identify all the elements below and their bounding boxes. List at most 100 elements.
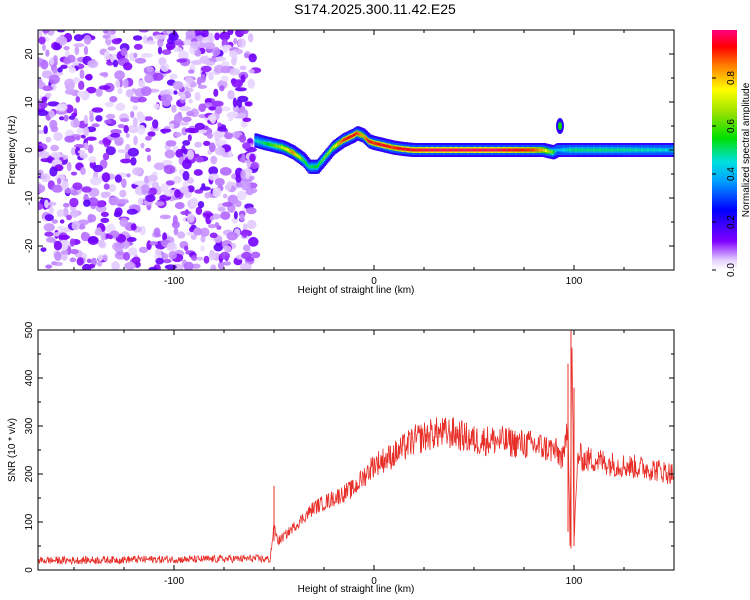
noise-blob [208, 173, 220, 181]
noise-blob [240, 263, 252, 270]
noise-blob [200, 73, 206, 83]
y-tick-label: 100 [24, 513, 35, 530]
noise-blob [74, 46, 79, 56]
noise-blob [89, 113, 94, 123]
noise-blob [87, 60, 99, 68]
noise-blob [248, 53, 257, 63]
noise-blob [48, 74, 60, 85]
noise-blob [177, 231, 186, 239]
noise-blob [110, 132, 121, 138]
noise-blob [194, 30, 202, 35]
noise-blob [86, 86, 97, 94]
noise-blob [179, 105, 192, 112]
snr-series [38, 330, 674, 565]
noise-blob [171, 104, 177, 113]
noise-blob [174, 132, 182, 138]
noise-blob [240, 120, 248, 128]
noise-blob [72, 182, 83, 190]
noise-blob [125, 89, 134, 98]
colorbar-gradient [712, 30, 737, 270]
noise-blob [38, 184, 46, 194]
noise-blob [117, 251, 123, 256]
noise-blob [103, 50, 111, 61]
noise-blob [220, 65, 231, 74]
noise-blob [57, 177, 62, 185]
colorbar-label: Normalized spectral amplitude [741, 82, 750, 217]
noise-blob [179, 186, 188, 194]
noise-blob [132, 35, 143, 41]
noise-blob [48, 206, 54, 216]
noise-blob [186, 149, 195, 160]
noise-blob [200, 245, 205, 252]
noise-blob [231, 57, 237, 66]
noise-blob [227, 90, 235, 100]
noise-blob [132, 117, 138, 127]
noise-blob [102, 152, 110, 161]
noise-blob [214, 146, 226, 156]
noise-blob [87, 214, 97, 223]
noise-blob [78, 224, 86, 230]
noise-blob [40, 173, 51, 183]
noise-blob [213, 243, 224, 252]
noise-blob [77, 219, 90, 226]
noise-blob [194, 141, 203, 148]
noise-blob [195, 206, 203, 215]
noise-blob [221, 61, 230, 68]
noise-blob [168, 251, 177, 260]
noise-blob [198, 103, 206, 112]
noise-blob [236, 112, 246, 119]
noise-blob [117, 124, 126, 129]
noise-blob [49, 110, 55, 119]
noise-blob [155, 185, 162, 196]
noise-blob [217, 122, 222, 127]
noise-blob [83, 45, 89, 56]
noise-blob [61, 180, 69, 190]
noise-blob [63, 57, 71, 65]
noise-blob [172, 81, 184, 90]
noise-blob [120, 158, 132, 164]
noise-blob [187, 134, 192, 142]
noise-blob [246, 160, 251, 169]
noise-blob [58, 234, 70, 240]
noise-blob [220, 106, 231, 112]
noise-blob [58, 116, 65, 121]
noise-blob [137, 96, 147, 103]
noise-blob [153, 103, 160, 110]
noise-blob [146, 154, 152, 162]
x-tick-label: 0 [371, 276, 377, 287]
noise-blob [53, 240, 63, 251]
noise-blob [241, 153, 246, 164]
noise-blob [134, 57, 147, 64]
noise-blob [130, 96, 139, 102]
noise-blob [47, 101, 60, 107]
noise-blob [125, 133, 130, 138]
colorbar-tick-label: 0.4 [726, 167, 737, 181]
noise-blob [189, 197, 199, 208]
noise-blob [174, 202, 185, 210]
noise-blob [102, 254, 108, 261]
noise-blob [56, 103, 68, 112]
noise-blob [219, 85, 225, 92]
noise-blob [211, 100, 224, 108]
noise-blob [208, 32, 214, 43]
noise-blob [117, 87, 123, 95]
noise-blob [42, 85, 54, 92]
noise-blob [71, 220, 81, 231]
spectrogram-trace [254, 118, 674, 174]
noise-blob [53, 42, 61, 51]
y-tick-label: 400 [24, 369, 35, 386]
noise-blob [226, 111, 239, 119]
noise-blob [44, 231, 54, 237]
noise-blob [75, 146, 81, 156]
noise-blob [54, 251, 62, 261]
x-tick-label: 100 [566, 576, 583, 587]
y-tick-label: -10 [24, 190, 35, 205]
noise-blob [209, 216, 214, 221]
colorbar-tick-label: 0.0 [726, 263, 737, 277]
noise-blob [38, 109, 49, 116]
noise-blob [90, 176, 102, 186]
noise-blob [108, 184, 117, 192]
noise-blob [56, 30, 66, 33]
noise-blob [246, 219, 257, 230]
